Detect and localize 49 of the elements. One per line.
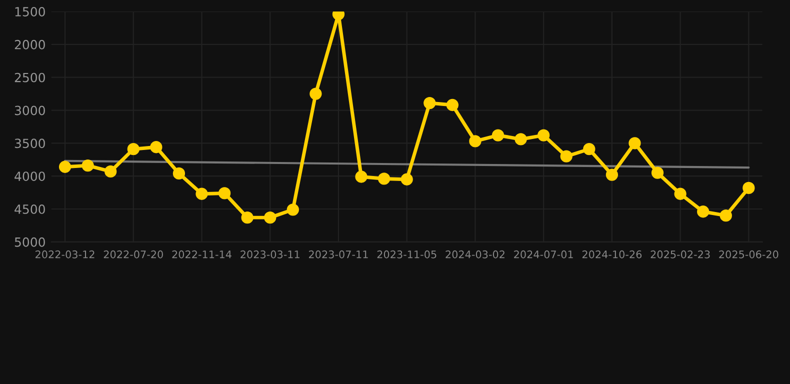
point [378, 172, 390, 185]
point [651, 166, 664, 179]
x-tick-label: 2022-11-14 [172, 250, 232, 258]
point [241, 211, 254, 224]
y-tick-label: 2500 [14, 72, 45, 82]
x-tick-label: 2023-03-11 [240, 250, 300, 258]
point [606, 168, 618, 181]
point [697, 206, 710, 218]
point [674, 188, 686, 200]
point [720, 210, 732, 222]
point [82, 159, 94, 172]
y-tick-label: 2000 [14, 40, 45, 50]
point [196, 188, 208, 200]
y-tick-label: 4000 [14, 172, 45, 182]
point [172, 167, 186, 180]
x-tick-label: 2023-11-05 [377, 250, 436, 258]
y-tick-label: 4500 [14, 204, 45, 214]
y-tick-label: 5000 [14, 237, 45, 247]
point [628, 137, 641, 150]
point [538, 129, 550, 142]
x-tick-label: 2025-02-23 [650, 250, 710, 258]
point [583, 143, 596, 156]
point [742, 182, 755, 194]
x-tick-label: 2024-10-26 [582, 250, 642, 258]
point [400, 173, 413, 186]
point [446, 98, 458, 112]
point [264, 211, 276, 224]
point [492, 129, 504, 142]
x-tick-label: 2022-03-12 [36, 250, 94, 258]
point [514, 133, 527, 146]
x-tick-label: 2022-07-20 [104, 250, 163, 258]
point [286, 204, 299, 216]
point [150, 141, 162, 154]
y-tick-label: 3000 [14, 106, 45, 116]
point [469, 135, 482, 148]
y-tick-label: 3500 [14, 138, 45, 148]
point [104, 165, 117, 178]
point [127, 143, 140, 156]
point [560, 150, 572, 162]
x-tick-label: 2024-07-01 [514, 250, 573, 258]
point [218, 187, 231, 200]
x-tick-label: 2025-06-20 [719, 250, 778, 258]
point [310, 88, 322, 100]
point [355, 170, 368, 183]
point [424, 96, 436, 110]
x-tick-label: 2024-03-02 [446, 250, 504, 258]
x-tick-label: 2023-07-11 [308, 250, 368, 258]
y-tick-label: 1500 [15, 6, 45, 16]
point [58, 160, 72, 173]
